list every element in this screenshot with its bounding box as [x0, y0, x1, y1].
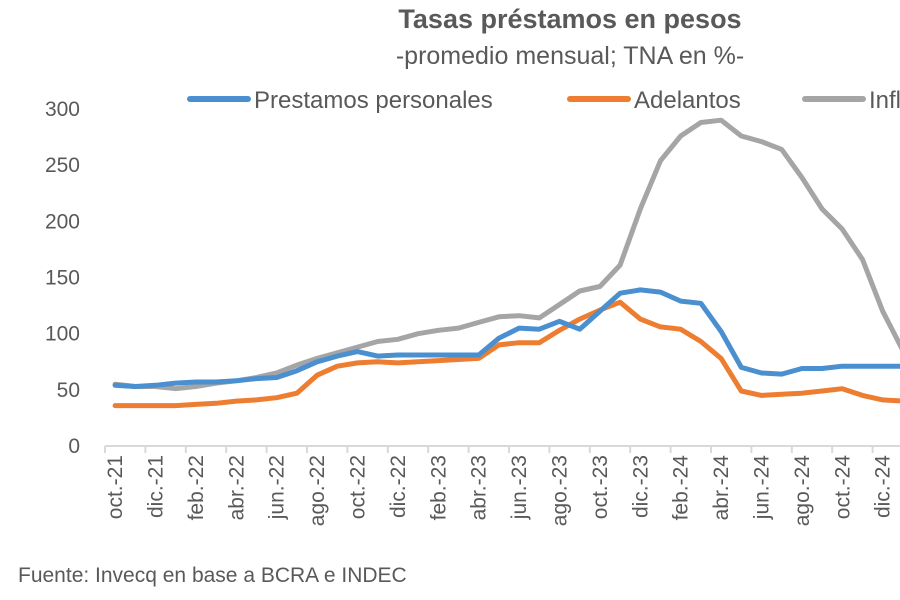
y-tick-label: 50 — [57, 379, 80, 402]
x-tick-label: dic.-23 — [629, 455, 652, 518]
x-tick-label: ago.-22 — [306, 455, 329, 526]
x-tick-label: dic.-22 — [387, 455, 410, 518]
y-tick-label: 250 — [45, 154, 80, 177]
x-tick-label: dic.-21 — [145, 455, 168, 518]
x-tick-label: ago.-24 — [791, 455, 814, 527]
x-tick-label: feb.-23 — [427, 455, 450, 520]
legend-label: Prestamos personales — [254, 87, 493, 114]
legend-label: Inflación — [869, 87, 900, 114]
y-tick-label: 150 — [45, 267, 80, 290]
x-tick-label: abr.-22 — [225, 455, 248, 520]
x-tick-label: oct.-22 — [347, 455, 370, 519]
x-tick-label: abr.-24 — [710, 455, 733, 521]
x-tick-label: oct.-23 — [589, 455, 612, 519]
x-tick-label: oct.-21 — [104, 455, 127, 519]
x-tick-label: abr.-23 — [468, 455, 491, 520]
x-tick-label: oct.-24 — [831, 455, 854, 520]
x-tick-label: jun.-23 — [508, 455, 531, 520]
x-tick-label: jun.-24 — [751, 455, 774, 521]
chart-subtitle: -promedio mensual; TNA en %- — [395, 42, 745, 70]
series-line-prestamos-personales — [112, 287, 900, 389]
series-line-inflación — [112, 117, 900, 392]
y-tick-label: 0 — [68, 435, 80, 458]
y-tick-label: 100 — [45, 323, 80, 346]
x-tick-label: ago.-23 — [549, 455, 572, 526]
source-note: Fuente: Invecq en base a BCRA e INDEC — [18, 564, 407, 587]
x-tick-label: feb.-24 — [670, 455, 693, 521]
y-tick-label: 300 — [45, 98, 80, 121]
legend-label: Adelantos — [634, 87, 741, 114]
series-line-adelantos — [112, 299, 900, 409]
x-tick-label: dic.-24 — [872, 455, 895, 518]
chart-title: Tasas préstamos en pesos — [398, 4, 742, 34]
y-tick-label: 200 — [45, 210, 80, 233]
x-tick-label: jun.-22 — [266, 455, 289, 520]
x-tick-label: feb.-22 — [185, 455, 208, 520]
